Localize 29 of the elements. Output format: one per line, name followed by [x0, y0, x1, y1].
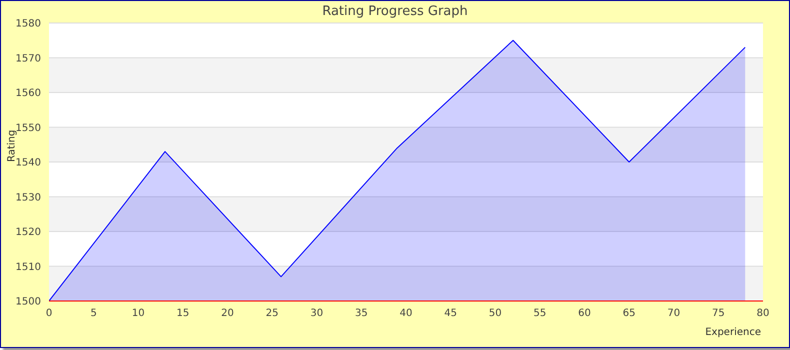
- y-tick-label: 1520: [16, 227, 41, 238]
- y-axis-title: Rating: [6, 130, 18, 162]
- x-tick-label: 65: [622, 308, 636, 320]
- x-axis-title: Experience: [705, 327, 761, 338]
- x-tick-label: 80: [756, 308, 770, 320]
- y-tick-label: 1580: [16, 18, 41, 30]
- x-tick-label: 20: [221, 308, 234, 320]
- y-tick-label: 1510: [16, 262, 41, 273]
- x-tick-label: 45: [444, 308, 457, 320]
- y-tick-label: 1500: [16, 296, 41, 308]
- x-tick-label: 40: [400, 308, 412, 320]
- x-tick-label: 30: [310, 308, 324, 320]
- x-tick-label: 50: [488, 308, 502, 320]
- x-tick-label: 10: [132, 308, 145, 320]
- x-tick-label: 75: [712, 308, 725, 320]
- y-tick-label: 1540: [16, 158, 41, 169]
- x-tick-label: 15: [176, 308, 190, 320]
- x-tick-label: 70: [667, 308, 680, 320]
- x-tick-label: 25: [266, 308, 278, 320]
- x-tick-label: 0: [46, 308, 52, 320]
- y-tick-label: 1570: [16, 53, 41, 64]
- x-tick-label: 5: [90, 308, 97, 320]
- x-tick-label: 60: [578, 308, 591, 320]
- chart-title: Rating Progress Graph: [321, 4, 469, 19]
- x-tick-label: 35: [355, 308, 368, 320]
- x-tick-label: 55: [534, 308, 546, 320]
- y-tick-label: 1550: [16, 122, 41, 134]
- y-tick-label: 1560: [16, 88, 41, 100]
- y-tick-label: 1530: [16, 192, 41, 204]
